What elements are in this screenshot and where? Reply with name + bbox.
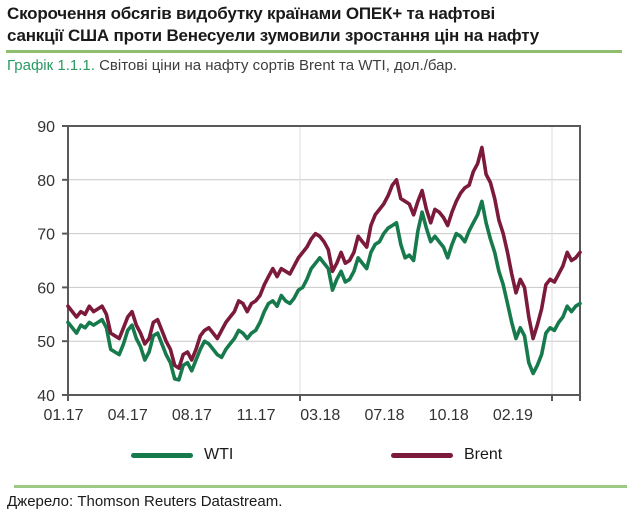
brent-line-swatch [391, 452, 453, 458]
plot-border [67, 125, 581, 396]
x-tick-label: 03.18 [300, 407, 340, 424]
source-separator-rule [14, 485, 627, 488]
title-line-1: Скорочення обсягів видобутку країнами ОП… [7, 4, 495, 23]
x-tick-label: 10.18 [429, 407, 469, 424]
series-line-wti [66, 199, 582, 382]
x-tick-label: 08.17 [172, 407, 212, 424]
series-line-brent [66, 145, 582, 370]
title-underline-rule [6, 50, 622, 53]
page-title: Скорочення обсягів видобутку країнами ОП… [7, 3, 623, 47]
x-tick-label: 01.17 [43, 407, 83, 424]
y-tick-label: 80 [37, 173, 55, 190]
x-tick-label: 04.17 [108, 407, 148, 424]
y-tick-label: 50 [37, 334, 55, 351]
y-tick-label: 60 [37, 280, 55, 297]
title-line-2: санкції США проти Венесуели зумовили зро… [7, 26, 540, 45]
wti-legend-label: WTI [204, 446, 234, 463]
x-tick-label: 07.18 [364, 407, 404, 424]
y-tick-label: 40 [37, 388, 55, 405]
y-tick-label: 90 [37, 119, 55, 136]
chart-caption-text: Світові ціни на нафту сортів Brent та WT… [94, 57, 457, 74]
legend-item-wti: WTI [131, 446, 233, 464]
legend-item-brent: Brent [391, 446, 502, 464]
chart-caption: Графік 1.1.1. Світові ціни на нафту сорт… [7, 57, 623, 74]
x-tick-label: 02.19 [493, 407, 533, 424]
wti-line-swatch [131, 452, 193, 458]
y-tick-label: 70 [37, 227, 55, 244]
chart-caption-number: Графік 1.1.1. [7, 57, 95, 74]
brent-legend-label: Brent [464, 446, 503, 463]
source-note: Джерело: Thomson Reuters Datastream. [7, 493, 283, 510]
x-tick-label: 11.17 [237, 407, 276, 424]
